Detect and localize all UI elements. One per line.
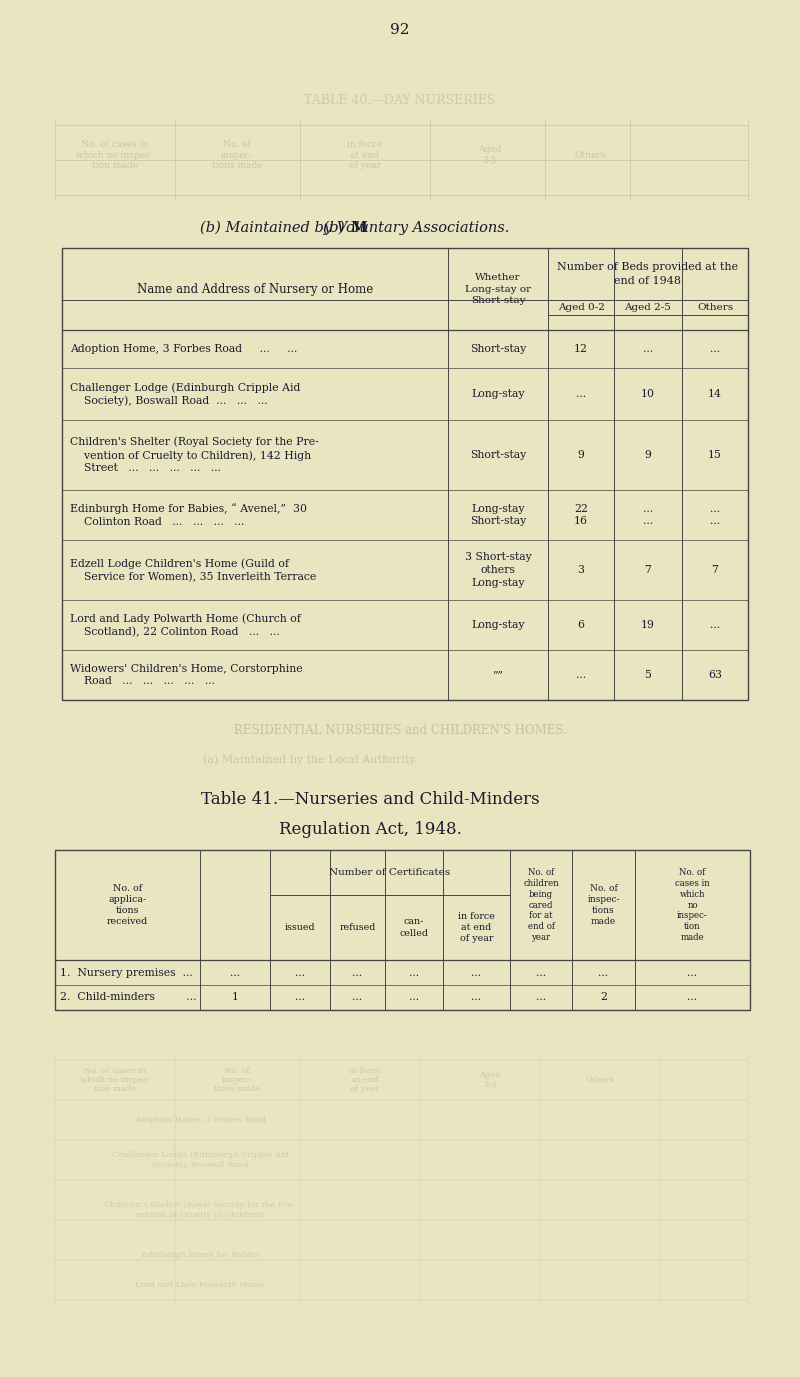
Text: Regulation Act, 1948.: Regulation Act, 1948.: [278, 822, 462, 839]
Text: Aged 0-2: Aged 0-2: [558, 303, 605, 311]
Text: 12: 12: [574, 344, 588, 354]
Text: ...: ...: [536, 993, 546, 1002]
Text: 2.  Child-minders         ...: 2. Child-minders ...: [60, 993, 197, 1002]
Text: 15: 15: [708, 450, 722, 460]
Text: No. of cases in
which no inspec-
tion made: No. of cases in which no inspec- tion ma…: [80, 1067, 150, 1093]
Bar: [62, 248, 748, 700]
Text: Edinburgh Home for Babies: Edinburgh Home for Babies: [141, 1250, 259, 1259]
Text: (a) Maintained by the Local Authority.: (a) Maintained by the Local Authority.: [202, 755, 418, 766]
Text: Others: Others: [697, 303, 733, 311]
Text: Aged
2-5: Aged 2-5: [479, 1071, 501, 1089]
Text: Others: Others: [574, 150, 606, 160]
Text: ...: ...: [353, 968, 362, 978]
Text: 7: 7: [645, 552, 651, 588]
Text: 7: 7: [711, 552, 718, 588]
Text: Challenger Lodge (Edinburgh Cripple Aid
Society), Boswall Road: Challenger Lodge (Edinburgh Cripple Aid …: [111, 1151, 289, 1169]
Text: TABLE 40.—DAY NURSERIES: TABLE 40.—DAY NURSERIES: [304, 94, 496, 106]
Text: ...: ...: [471, 993, 482, 1002]
Text: ...: ...: [710, 620, 720, 631]
Text: ...: ...: [295, 993, 305, 1002]
Text: 14: 14: [708, 388, 722, 399]
Text: RESIDENTIAL NURSERIES and CHILDREN'S HOMES.: RESIDENTIAL NURSERIES and CHILDREN'S HOM…: [234, 723, 566, 737]
Text: 3: 3: [578, 552, 585, 588]
Text: No. of
inspec-
tions made: No. of inspec- tions made: [214, 1067, 260, 1093]
Text: Lord and Lady Polwarth Home (Church of
    Scotland), 22 Colinton Road   ...   .: Lord and Lady Polwarth Home (Church of S…: [70, 613, 301, 638]
Text: Challenger Lodge (Edinburgh Cripple Aid
    Society), Boswall Road  ...   ...   : Challenger Lodge (Edinburgh Cripple Aid …: [70, 381, 300, 406]
Text: 1: 1: [231, 993, 238, 1002]
Text: Table 41.—Nurseries and Child-Minders: Table 41.—Nurseries and Child-Minders: [201, 792, 539, 808]
Text: ...: ...: [295, 968, 305, 978]
Text: ...: ...: [710, 344, 720, 354]
Text: issued: issued: [285, 923, 315, 932]
Text: refused: refused: [339, 923, 376, 932]
Text: Others: Others: [586, 1075, 614, 1084]
Text: No. of
inspec-
tions
made: No. of inspec- tions made: [587, 884, 620, 925]
Text: ...: ...: [687, 968, 698, 978]
Text: M: M: [350, 220, 367, 235]
Text: Name and Address of Nursery or Home: Name and Address of Nursery or Home: [137, 282, 373, 296]
Text: ...: ...: [536, 968, 546, 978]
Text: 22
16: 22 16: [574, 504, 588, 526]
Text: 9: 9: [645, 450, 651, 460]
Text: 63: 63: [708, 671, 722, 680]
Text: ...: ...: [576, 388, 586, 399]
Text: Edinburgh Home for Babies, “ Avenel,”  30
    Colinton Road   ...   ...   ...   : Edinburgh Home for Babies, “ Avenel,” 30…: [70, 503, 307, 527]
Text: ””: ””: [493, 671, 503, 680]
Text: Number of Certificates: Number of Certificates: [330, 868, 450, 877]
Text: Children's Shelter (Royal Society for the Pre-
    vention of Cruelty to Childre: Children's Shelter (Royal Society for th…: [70, 437, 318, 474]
Text: ...: ...: [353, 993, 362, 1002]
Text: in force
at end
of year: in force at end of year: [349, 1067, 381, 1093]
Text: ...: ...: [643, 344, 653, 354]
Text: ...
...: ... ...: [710, 504, 720, 526]
Text: No. of
applica-
tions
received: No. of applica- tions received: [107, 884, 148, 927]
Text: No. of
inspec-
tions made: No. of inspec- tions made: [212, 140, 262, 169]
Text: Children's Shelter (Royal Society for the Pre-
vention of Cruelty to Children): Children's Shelter (Royal Society for th…: [104, 1201, 296, 1219]
Text: 6: 6: [578, 620, 585, 631]
Text: No. of
children
being
cared
for at
end of
year: No. of children being cared for at end o…: [523, 869, 559, 942]
Text: No. of
cases in
which
no
inspec-
tion
made: No. of cases in which no inspec- tion ma…: [675, 869, 710, 942]
Text: Aged 2-5: Aged 2-5: [625, 303, 671, 311]
Text: 19: 19: [641, 620, 655, 631]
Text: Long-stay: Long-stay: [471, 620, 525, 631]
Text: Edzell Lodge Children's Home (Guild of
    Service for Women), 35 Inverleith Ter: Edzell Lodge Children's Home (Guild of S…: [70, 558, 316, 582]
Text: Long-stay: Long-stay: [471, 388, 525, 399]
Text: Aged
2-5: Aged 2-5: [478, 146, 502, 165]
Text: Long-stay
Short-stay: Long-stay Short-stay: [470, 504, 526, 526]
Text: ...: ...: [409, 968, 419, 978]
Text: Number of Beds provided at the
end of 1948: Number of Beds provided at the end of 19…: [558, 263, 738, 285]
Text: can-
celled: can- celled: [399, 917, 429, 938]
Text: Short-stay: Short-stay: [470, 344, 526, 354]
Text: Adoption Home, 3 Forbes Road     ...     ...: Adoption Home, 3 Forbes Road ... ...: [70, 344, 298, 354]
Text: Adoption Home, 3 Forbes Road: Adoption Home, 3 Forbes Road: [134, 1115, 266, 1124]
Text: Lord and Lady Polwarth Home: Lord and Lady Polwarth Home: [135, 1281, 265, 1289]
Text: ...: ...: [598, 968, 609, 978]
Text: 2: 2: [600, 993, 607, 1002]
Text: 3 Short-stay
others
Long-stay: 3 Short-stay others Long-stay: [465, 552, 531, 588]
Text: 10: 10: [641, 388, 655, 399]
Text: (b): (b): [323, 220, 350, 235]
Bar: [55, 850, 750, 1009]
Text: (b) Maintained by Voluntary Associations.: (b) Maintained by Voluntary Associations…: [200, 220, 510, 235]
Text: ...: ...: [687, 993, 698, 1002]
Text: 5: 5: [645, 671, 651, 680]
Text: ...: ...: [409, 993, 419, 1002]
Text: 92: 92: [390, 23, 410, 37]
Text: Whether
Long-stay or
Short-stay: Whether Long-stay or Short-stay: [465, 273, 531, 306]
Text: in force
at end
of year: in force at end of year: [347, 140, 382, 169]
Text: in force
at end
of year: in force at end of year: [458, 912, 495, 943]
Text: 1.  Nursery premises  ...: 1. Nursery premises ...: [60, 968, 193, 978]
Text: No. of cases in
which no inspec-
tion made: No. of cases in which no inspec- tion ma…: [76, 140, 154, 169]
Text: ...
...: ... ...: [643, 504, 653, 526]
Text: 9: 9: [578, 450, 585, 460]
Text: Short-stay: Short-stay: [470, 450, 526, 460]
Text: Widowers' Children's Home, Corstorphine
    Road   ...   ...   ...   ...   ...: Widowers' Children's Home, Corstorphine …: [70, 664, 302, 686]
Text: ...: ...: [471, 968, 482, 978]
Text: ...: ...: [230, 968, 240, 978]
Text: ...: ...: [576, 671, 586, 680]
